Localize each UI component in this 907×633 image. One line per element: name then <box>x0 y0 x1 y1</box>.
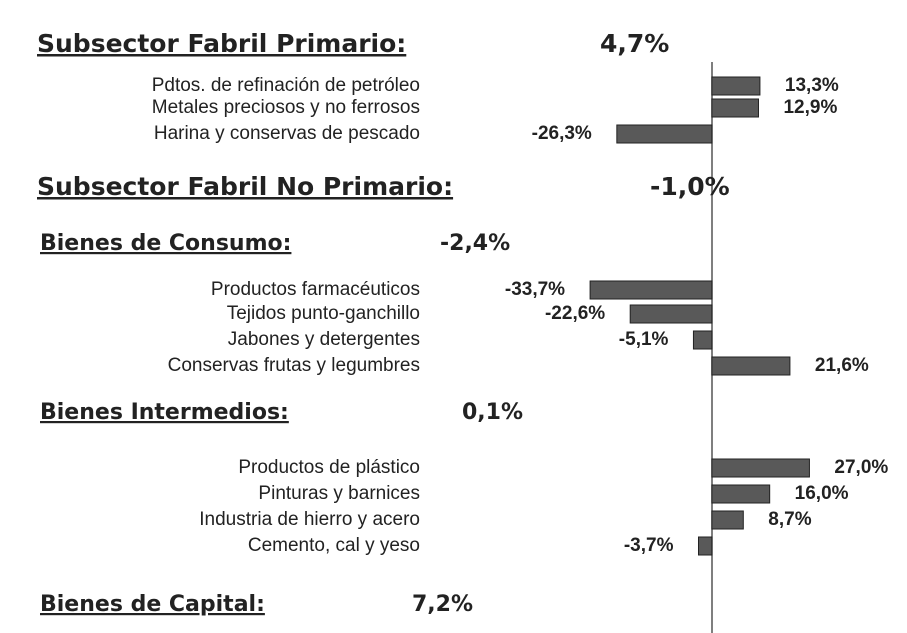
bar <box>629 304 713 324</box>
value-label: 12,9% <box>783 97 837 118</box>
section-summary: -2,4% <box>440 231 510 256</box>
value-label: -26,3% <box>532 123 592 144</box>
row-label: Conservas frutas y legumbres <box>168 355 420 376</box>
row-label: Harina y conservas de pescado <box>154 123 420 144</box>
row-label: Tejidos punto-ganchillo <box>227 303 420 324</box>
bar <box>711 356 791 376</box>
section-title: Subsector Fabril No Primario: <box>37 172 453 201</box>
bar <box>711 76 761 96</box>
section-title: Bienes de Capital: <box>40 592 265 617</box>
bar <box>616 124 713 144</box>
bar <box>589 280 713 300</box>
bar <box>711 510 744 530</box>
section-title: Subsector Fabril Primario: <box>37 29 406 58</box>
value-label: -22,6% <box>545 303 605 324</box>
value-label: 27,0% <box>834 457 888 478</box>
section-summary: -1,0% <box>650 172 730 201</box>
row-label: Productos farmacéuticos <box>211 279 420 300</box>
value-label: 21,6% <box>815 355 869 376</box>
row-label: Industria de hierro y acero <box>199 509 420 530</box>
section-summary: 4,7% <box>600 29 669 58</box>
section-summary: 7,2% <box>412 592 473 617</box>
bar <box>697 536 713 556</box>
value-label: 16,0% <box>795 483 849 504</box>
value-label: -33,7% <box>505 279 565 300</box>
bar <box>711 458 810 478</box>
value-label: -5,1% <box>619 329 669 350</box>
row-label: Pdtos. de refinación de petróleo <box>152 75 420 96</box>
bar <box>711 484 771 504</box>
row-label: Productos de plástico <box>238 457 420 478</box>
section-title: Bienes de Consumo: <box>40 231 291 256</box>
section-summary: 0,1% <box>462 400 523 425</box>
row-label: Cemento, cal y yeso <box>248 535 420 556</box>
bar <box>692 330 713 350</box>
value-label: -3,7% <box>624 535 674 556</box>
section-title: Bienes Intermedios: <box>40 400 289 425</box>
value-label: 13,3% <box>785 75 839 96</box>
row-label: Pinturas y barnices <box>258 483 420 504</box>
row-label: Metales preciosos y no ferrosos <box>152 97 420 118</box>
row-label: Jabones y detergentes <box>228 329 420 350</box>
value-label: 8,7% <box>768 509 811 530</box>
bar <box>711 98 759 118</box>
